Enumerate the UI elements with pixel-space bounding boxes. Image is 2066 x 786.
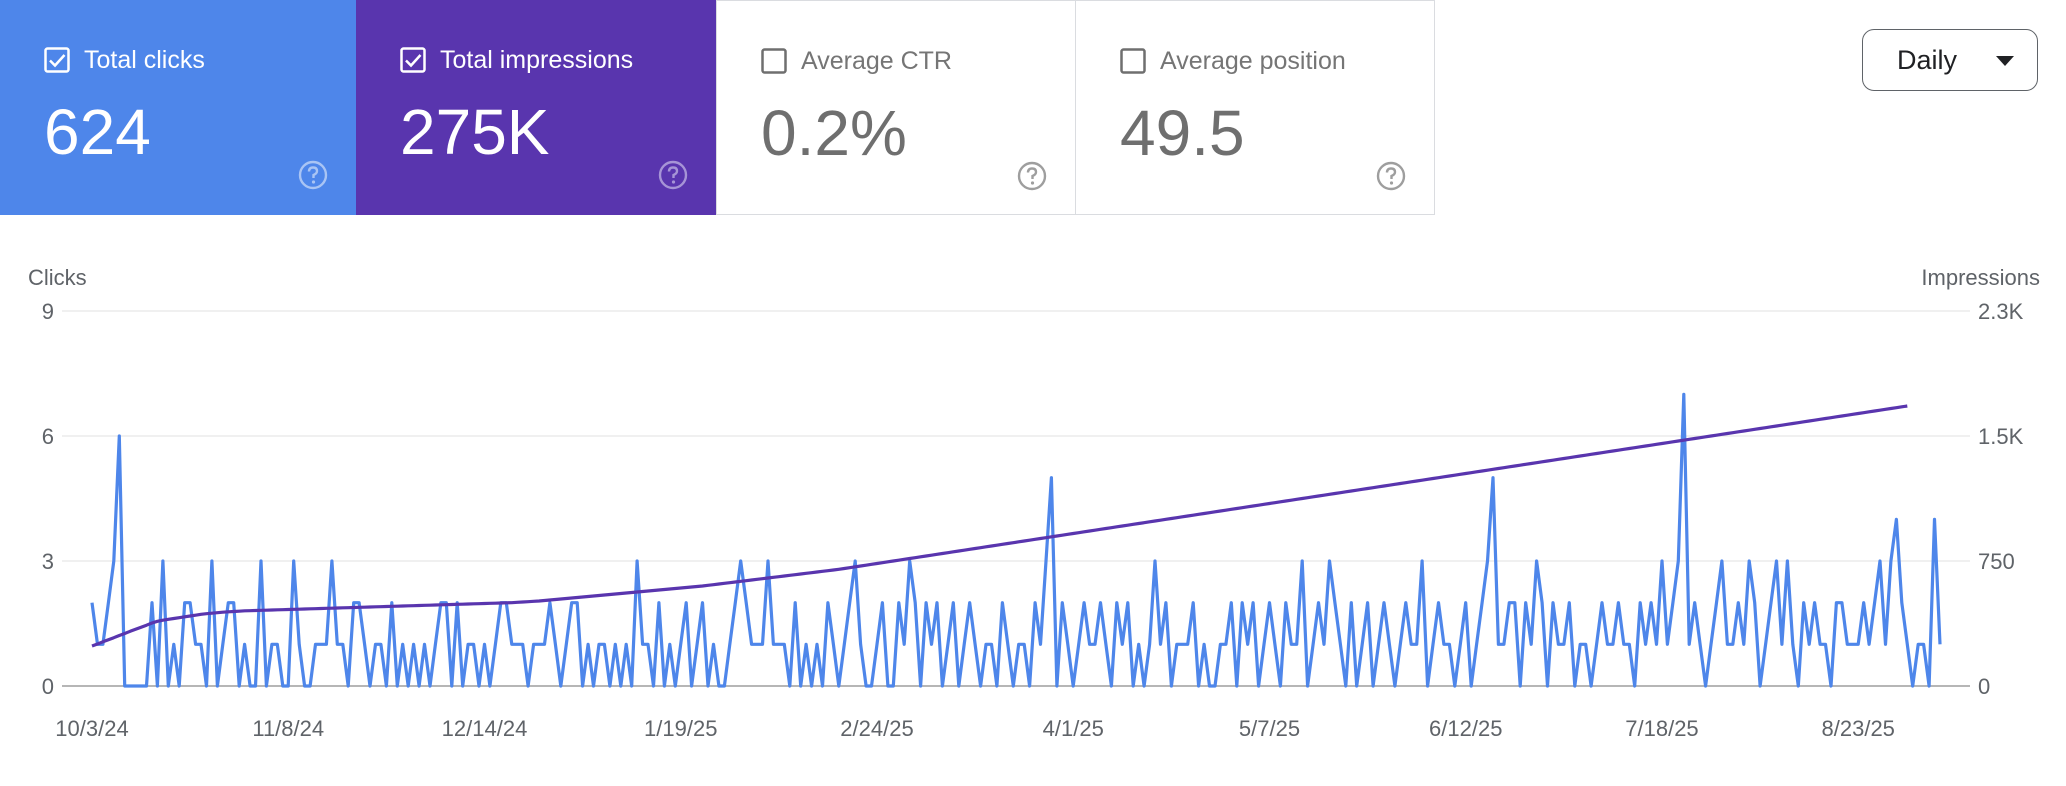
checkbox-unchecked-icon[interactable] <box>1120 48 1146 74</box>
right-tick-label: 2.3K <box>1978 299 2024 324</box>
help-icon[interactable] <box>1376 161 1406 191</box>
checkbox-checked-icon[interactable] <box>44 47 70 73</box>
left-tick-label: 6 <box>42 424 54 449</box>
series-line-clicks <box>90 392 1942 688</box>
granularity-selected: Daily <box>1897 45 1958 75</box>
metric-value: 275K <box>400 96 550 168</box>
x-tick-label: 2/24/25 <box>840 716 913 741</box>
x-tick-label: 11/8/24 <box>252 716 324 741</box>
metric-value: 0.2% <box>761 97 907 169</box>
performance-chart: Clicks Impressions 0 3 6 9 0 750 1.5K 2.3K 10/3/24… <box>28 265 2040 741</box>
x-tick-label: 4/1/25 <box>1043 716 1104 741</box>
right-tick-label: 0 <box>1978 674 1990 699</box>
x-tick-label: 10/3/24 <box>55 716 128 741</box>
checkbox-unchecked-icon[interactable] <box>761 48 787 74</box>
x-tick-label: 12/14/24 <box>442 716 528 741</box>
left-tick-label: 0 <box>42 674 54 699</box>
metric-label: Total clicks <box>84 46 205 74</box>
right-tick-label: 750 <box>1978 549 2015 574</box>
left-tick-label: 9 <box>42 299 54 324</box>
dropdown-arrow-icon <box>1996 56 2014 66</box>
x-tick-label: 8/23/25 <box>1822 716 1895 741</box>
metric-value: 624 <box>44 96 151 168</box>
metric-label: Average position <box>1160 47 1346 75</box>
x-tick-label: 7/18/25 <box>1625 716 1698 741</box>
right-axis-title: Impressions <box>1921 265 2040 290</box>
help-icon[interactable] <box>1017 161 1047 191</box>
metric-card-total-impressions[interactable]: Total impressions 275K <box>356 0 716 215</box>
left-axis-title: Clicks <box>28 265 87 290</box>
x-tick-label: 1/19/25 <box>644 716 717 741</box>
metric-card-average-position[interactable]: Average position 49.5 <box>1076 0 1435 215</box>
x-tick-label: 6/12/25 <box>1429 716 1502 741</box>
metric-card-average-ctr[interactable]: Average CTR 0.2% <box>716 0 1076 215</box>
checkbox-checked-icon[interactable] <box>400 47 426 73</box>
series-line-impressions <box>91 404 1908 648</box>
left-tick-label: 3 <box>42 549 54 574</box>
right-tick-label: 1.5K <box>1978 424 2024 449</box>
metric-label: Total impressions <box>440 46 634 74</box>
granularity-dropdown[interactable]: Daily <box>1862 29 2038 91</box>
metric-value: 49.5 <box>1120 97 1245 169</box>
metric-card-total-clicks[interactable]: Total clicks 624 <box>0 0 356 215</box>
x-tick-label: 5/7/25 <box>1239 716 1300 741</box>
help-icon[interactable] <box>658 160 688 190</box>
metric-label: Average CTR <box>801 47 952 75</box>
help-icon[interactable] <box>298 160 328 190</box>
